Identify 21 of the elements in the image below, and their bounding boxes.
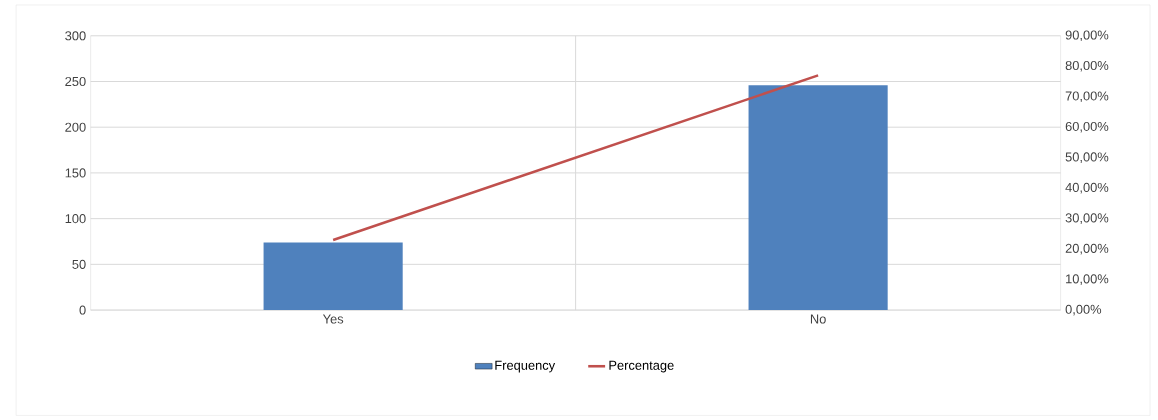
y2-tick-label: 0,00% bbox=[1065, 304, 1102, 316]
y-tick-label: 100 bbox=[65, 213, 86, 223]
y-tick-label: 200 bbox=[65, 122, 86, 132]
y-tick-label: 300 bbox=[65, 31, 86, 41]
y2-tick-label: 80,00% bbox=[1065, 60, 1109, 72]
y2-tick-label: 40,00% bbox=[1065, 182, 1109, 194]
y2-tick-label: 90,00% bbox=[1065, 30, 1109, 41]
legend-label: Frequency bbox=[495, 360, 556, 373]
y-tick-label: 0 bbox=[79, 305, 86, 315]
y2-tick-label: 30,00% bbox=[1065, 213, 1109, 224]
y2-tick-label: 60,00% bbox=[1065, 121, 1109, 133]
y-tick-label: 250 bbox=[65, 76, 86, 86]
legend-label: Percentage bbox=[609, 360, 674, 373]
x-tick-label: Yes bbox=[322, 314, 344, 324]
y2-tick-label: 20,00% bbox=[1065, 243, 1109, 255]
y-tick-label: 150 bbox=[65, 168, 86, 178]
y-tick-label: 50 bbox=[72, 259, 86, 269]
y2-tick-label: 70,00% bbox=[1065, 91, 1109, 102]
y2-tick-label: 10,00% bbox=[1066, 274, 1109, 285]
x-tick-label: No bbox=[810, 314, 826, 324]
y2-tick-label: 50,00% bbox=[1065, 152, 1109, 163]
